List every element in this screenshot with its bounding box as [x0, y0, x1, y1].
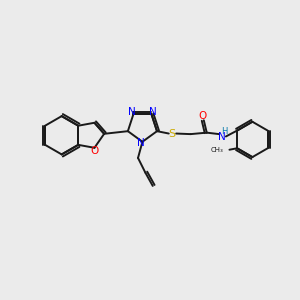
Text: N: N: [137, 138, 145, 148]
Text: N: N: [128, 107, 136, 117]
Text: CH₃: CH₃: [211, 147, 224, 153]
Text: O: O: [199, 111, 207, 121]
Text: N: N: [149, 107, 157, 117]
Text: O: O: [90, 146, 99, 156]
Text: H: H: [221, 127, 228, 136]
Text: S: S: [169, 128, 176, 139]
Text: N: N: [218, 132, 226, 142]
